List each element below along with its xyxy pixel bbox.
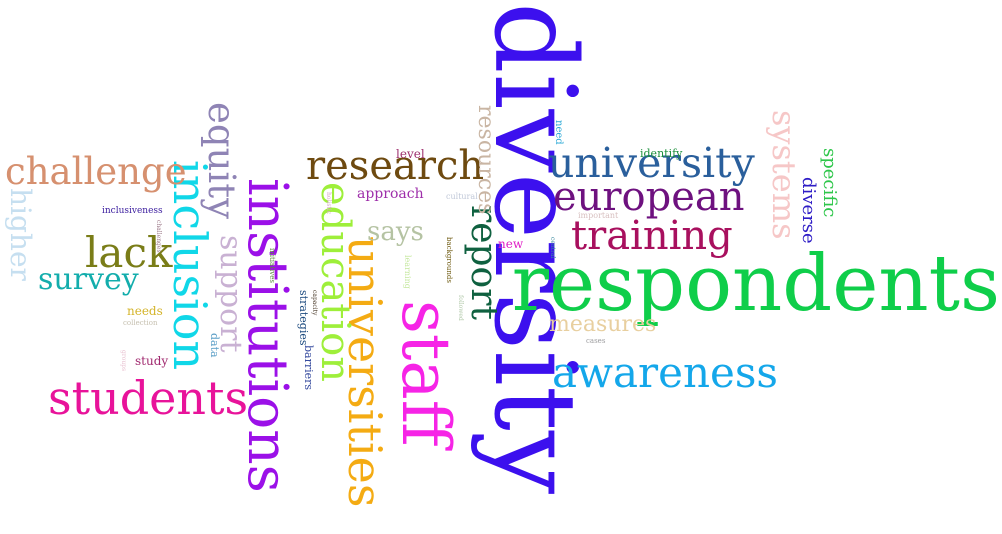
word-cultural: cultural: [446, 192, 478, 201]
word-new: new: [498, 237, 524, 251]
word-study: study: [135, 354, 169, 368]
word-says: says: [367, 217, 424, 247]
word-groups: groups: [120, 350, 127, 372]
word-institutions: institutions: [236, 178, 300, 493]
word-education: education: [312, 182, 358, 382]
word-challenge: challenge: [5, 150, 187, 193]
word-students: students: [48, 371, 249, 425]
word-strategies: strategies: [297, 290, 310, 346]
word-inclusiveness: inclusiveness: [102, 206, 163, 216]
word-higher: higher: [4, 188, 37, 281]
word-report: report: [463, 205, 504, 320]
word-equity: equity: [200, 102, 243, 220]
word-barriers: barriers: [302, 345, 315, 391]
word-holistic: holistic: [325, 192, 332, 215]
word-challenges: challenges: [155, 220, 162, 253]
word-research: research: [306, 143, 485, 189]
word-capacity: capacity: [311, 290, 318, 316]
word-training: training: [571, 213, 733, 259]
word-important: important: [578, 211, 619, 220]
word-university: university: [548, 139, 755, 187]
word-lack: lack: [85, 228, 173, 277]
word-data: data: [208, 333, 221, 358]
word-respondents: respondents: [511, 239, 1000, 329]
word-measures: measures: [549, 312, 657, 337]
word-learning: learning: [403, 255, 412, 289]
word-identify: identify: [640, 147, 683, 160]
word-approach: approach: [357, 186, 424, 202]
word-awareness: awareness: [552, 348, 778, 397]
word-followed: followed: [457, 295, 464, 321]
word-systems: systems: [765, 110, 803, 240]
word-level: level: [396, 147, 425, 161]
word-european: european: [553, 174, 745, 220]
word-diverse: diverse: [798, 177, 819, 244]
word-needs: needs: [127, 304, 163, 318]
word-cases: cases: [586, 337, 606, 345]
word-central: central: [549, 237, 556, 259]
word-staff: staff: [387, 300, 464, 447]
word-survey: survey: [38, 262, 139, 297]
word-backgrounds: backgrounds: [445, 237, 453, 283]
word-collection: collection: [123, 319, 158, 327]
word-initiatives: initiatives: [268, 248, 276, 283]
word-need: need: [553, 120, 564, 145]
word-specific: specific: [819, 148, 840, 218]
